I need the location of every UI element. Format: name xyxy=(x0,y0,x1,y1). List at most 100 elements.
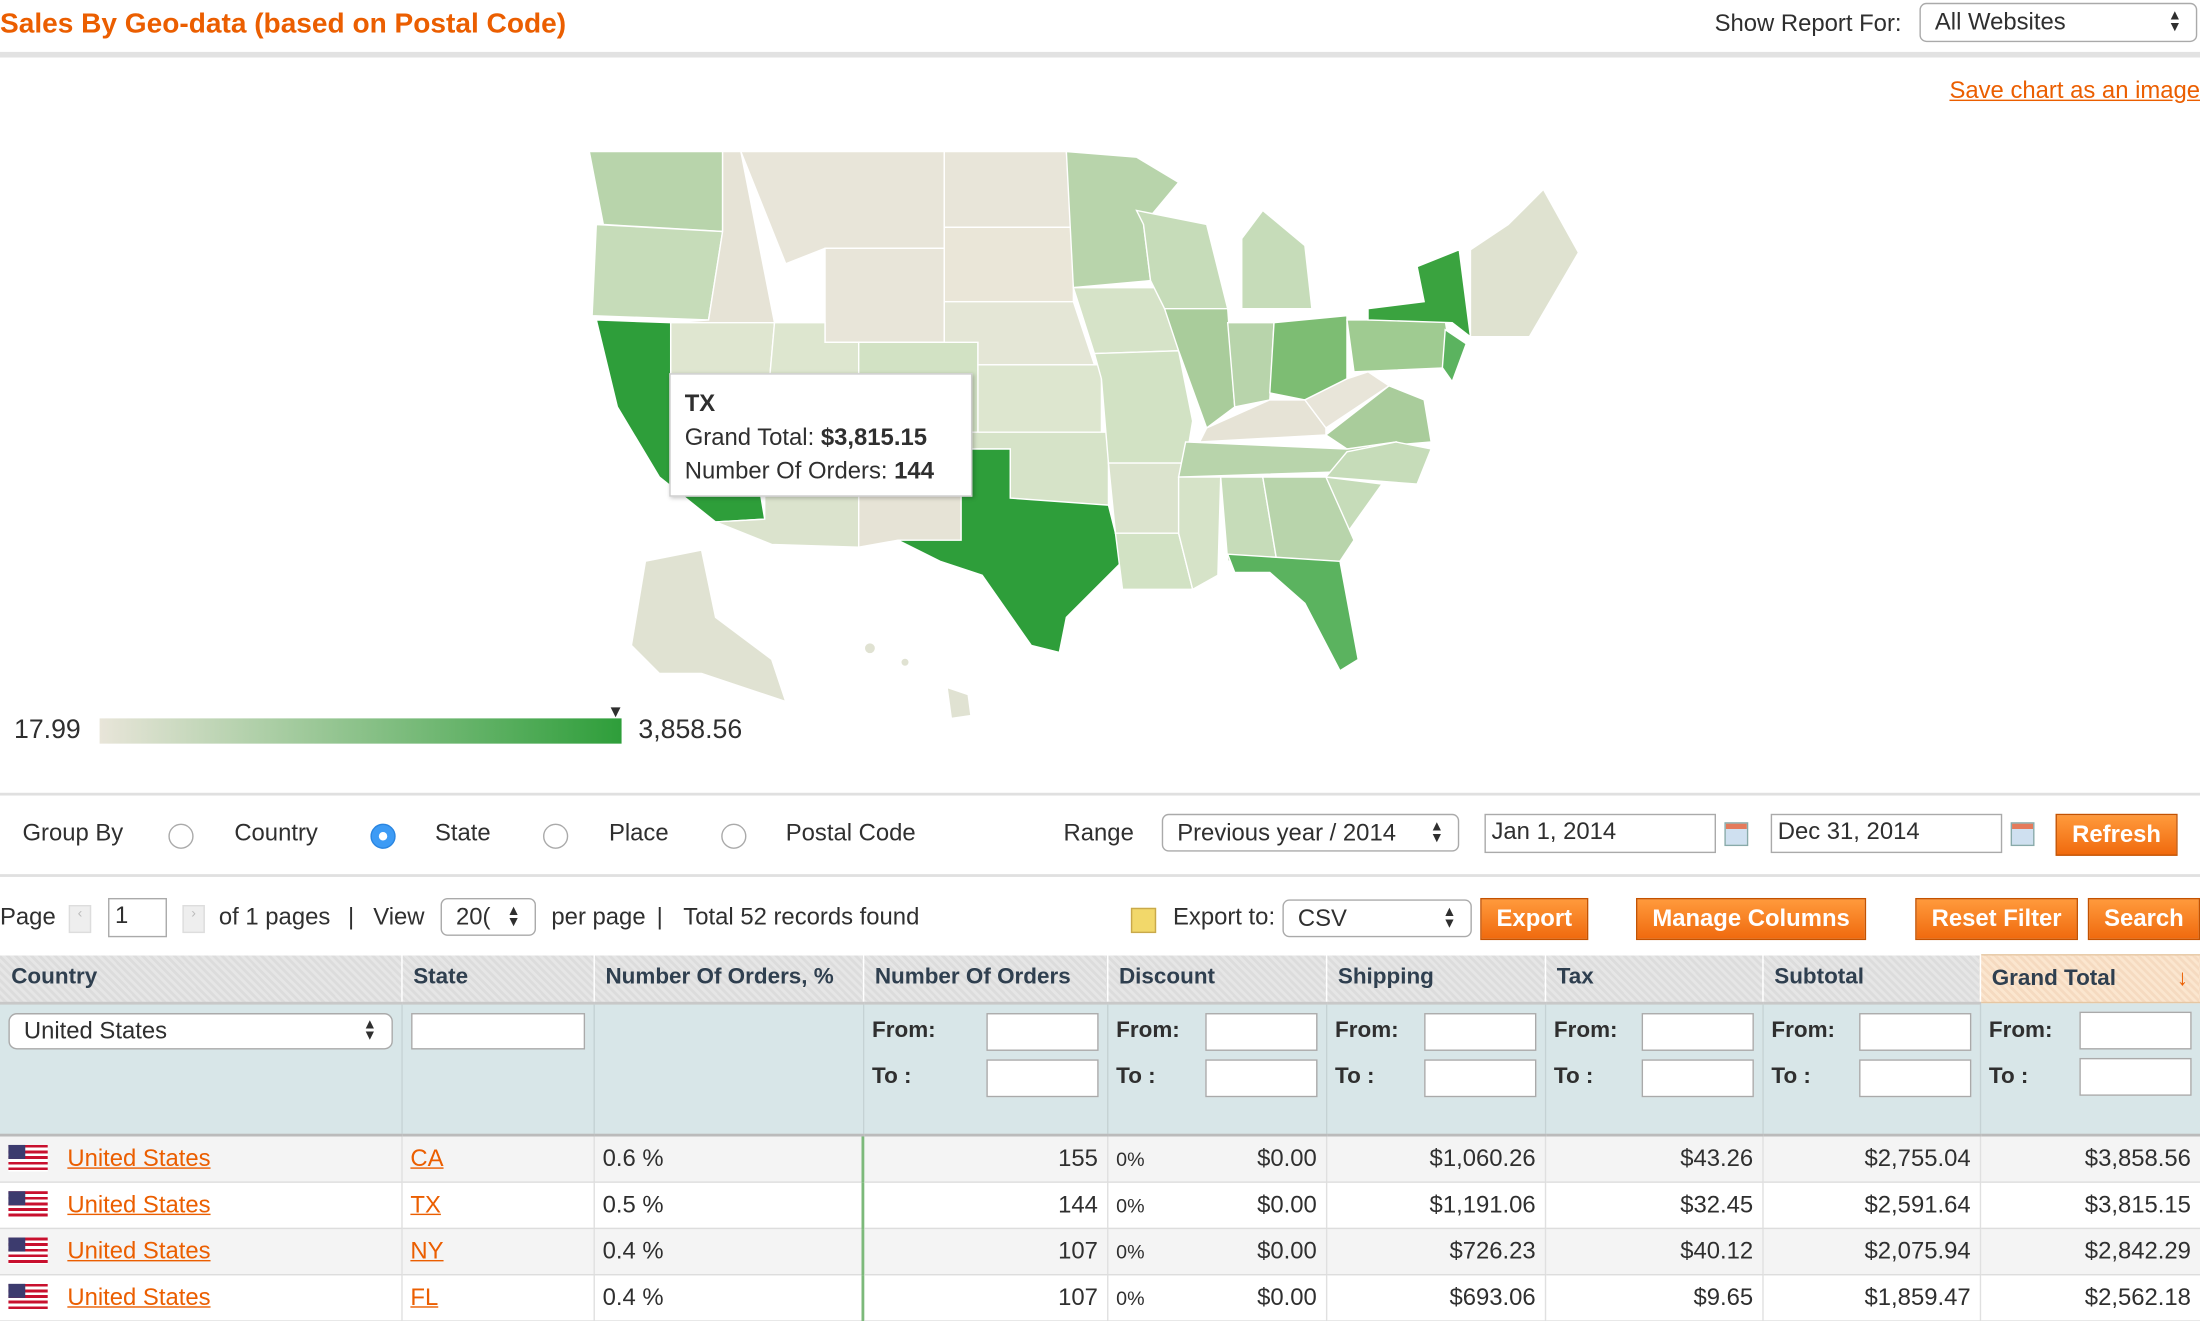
radio-state[interactable] xyxy=(370,823,396,849)
radio-postal-code[interactable] xyxy=(721,823,747,849)
column-header[interactable]: State xyxy=(401,954,595,1004)
tooltip-orders-label: Number Of Orders: xyxy=(684,457,888,485)
to-input[interactable] xyxy=(2078,1057,2191,1096)
country-cell: United States xyxy=(0,1181,402,1229)
select-arrows-icon: ▲ ▼ xyxy=(506,902,521,930)
column-header[interactable]: Discount xyxy=(1107,954,1327,1004)
from-label: From: xyxy=(1771,1018,1836,1043)
range-select[interactable]: Previous year / 2014 ▲ ▼ xyxy=(1161,813,1460,852)
refresh-button[interactable]: Refresh xyxy=(2055,813,2178,856)
map-tooltip: TX Grand Total: $3,815.15 Number Of Orde… xyxy=(669,373,973,497)
from-input[interactable] xyxy=(1858,1012,1971,1051)
from-input[interactable] xyxy=(1640,1012,1754,1051)
orders-cell: 107 xyxy=(862,1274,1108,1321)
to-input[interactable] xyxy=(1204,1058,1317,1097)
column-header[interactable]: Shipping xyxy=(1325,954,1546,1004)
per-page-label: per page xyxy=(551,903,646,931)
from-input[interactable] xyxy=(2078,1011,2191,1050)
website-select[interactable]: All Websites ▲ ▼ xyxy=(1919,2,2198,43)
separator: | xyxy=(656,903,663,931)
discount-amount: $0.00 xyxy=(1257,1236,1317,1264)
grand-total-cell: $2,842.29 xyxy=(1979,1227,2200,1275)
calendar-icon[interactable] xyxy=(1724,822,1749,847)
us-flag-icon xyxy=(8,1236,48,1264)
discount-pct: 0% xyxy=(1116,1239,1145,1263)
state-pa xyxy=(1346,319,1454,373)
prev-page-button[interactable]: ‹ xyxy=(68,904,92,934)
show-report-label: Show Report For: xyxy=(1714,9,1902,37)
state-link[interactable]: NY xyxy=(410,1236,444,1264)
column-header[interactable]: Number Of Orders xyxy=(862,954,1108,1004)
total-records: Total 52 records found xyxy=(683,903,920,931)
radio-state-label[interactable]: State xyxy=(434,819,491,847)
country-link[interactable]: United States xyxy=(67,1144,211,1171)
range-from-input[interactable]: Jan 1, 2014 xyxy=(1484,813,1716,854)
state-ar xyxy=(1107,462,1187,534)
legend-max: 3,858.56 xyxy=(638,715,743,746)
subtotal-cell: $2,591.64 xyxy=(1762,1181,1981,1229)
export-button[interactable]: Export xyxy=(1480,897,1589,941)
column-header[interactable]: Tax xyxy=(1544,954,1763,1004)
radio-place-label[interactable]: Place xyxy=(608,819,669,847)
save-chart-link[interactable]: Save chart as an image xyxy=(1949,77,2200,104)
tooltip-state: TX xyxy=(684,390,716,417)
range-to-input[interactable]: Dec 31, 2014 xyxy=(1770,813,2003,854)
state-nc xyxy=(1324,441,1433,485)
to-label: To : xyxy=(1116,1064,1156,1089)
column-header[interactable]: Subtotal xyxy=(1762,954,1981,1004)
state-hi-big xyxy=(946,686,972,720)
column-header[interactable]: Number Of Orders, % xyxy=(593,954,864,1004)
select-arrows-icon: ▲ ▼ xyxy=(362,1016,377,1044)
discount-cell: 0% $0.00 xyxy=(1107,1274,1327,1321)
country-link[interactable]: United States xyxy=(67,1190,211,1218)
to-input[interactable] xyxy=(1858,1058,1971,1097)
state-ga xyxy=(1261,476,1355,562)
header-divider xyxy=(0,51,2200,58)
country-filter-cell: United States ▲ ▼ xyxy=(0,1002,402,1136)
to-input[interactable] xyxy=(1640,1058,1754,1097)
range-filter-cell: From: To : xyxy=(1107,1002,1327,1136)
export-format-select[interactable]: CSV ▲ ▼ xyxy=(1282,899,1472,938)
from-label: From: xyxy=(872,1018,936,1043)
table-row: United States TX 0.5 % 144 0% $0.00 $1,19… xyxy=(0,1181,2200,1229)
state-link[interactable]: TX xyxy=(410,1190,441,1218)
grand-total-cell: $3,858.56 xyxy=(1979,1134,2200,1183)
from-input[interactable] xyxy=(1204,1012,1317,1051)
range-filter-cell: From: To : xyxy=(862,1002,1108,1136)
calendar-icon[interactable] xyxy=(2010,822,2035,847)
search-button[interactable]: Search xyxy=(2087,897,2200,941)
from-input[interactable] xyxy=(985,1012,1098,1051)
radio-country[interactable] xyxy=(168,823,194,849)
per-page-select[interactable]: 20(▲ ▼ xyxy=(440,897,536,936)
range-filter-cell: From: To : xyxy=(1544,1002,1763,1136)
state-filter-input[interactable] xyxy=(410,1012,585,1049)
column-header[interactable]: Grand Total ↓ xyxy=(1979,954,2200,1004)
country-link[interactable]: United States xyxy=(67,1236,211,1264)
column-header[interactable]: Country xyxy=(0,954,402,1004)
reset-filter-button[interactable]: Reset Filter xyxy=(1915,897,2078,941)
shipping-cell: $693.06 xyxy=(1325,1274,1546,1321)
state-il xyxy=(1163,307,1236,430)
from-input[interactable] xyxy=(1423,1012,1536,1051)
state-link[interactable]: FL xyxy=(410,1283,439,1310)
manage-columns-button[interactable]: Manage Columns xyxy=(1636,897,1867,941)
export-label: Export to: xyxy=(1172,903,1276,931)
next-page-button[interactable]: › xyxy=(182,904,205,934)
to-input[interactable] xyxy=(985,1058,1098,1097)
page-input[interactable]: 1 xyxy=(108,897,167,938)
to-label: To : xyxy=(1771,1064,1811,1089)
us-flag-icon xyxy=(8,1190,48,1218)
to-label: To : xyxy=(1988,1064,2029,1089)
country-link[interactable]: United States xyxy=(67,1283,211,1310)
to-input[interactable] xyxy=(1423,1058,1536,1097)
radio-country-label[interactable]: Country xyxy=(234,819,318,847)
state-link[interactable]: CA xyxy=(410,1144,444,1171)
grand-total-cell: $3,815.15 xyxy=(1979,1181,2200,1229)
us-map[interactable] xyxy=(0,0,2200,786)
to-label: To : xyxy=(1335,1064,1375,1089)
from-label: From: xyxy=(1116,1018,1180,1043)
country-filter-select[interactable]: United States ▲ ▼ xyxy=(8,1012,393,1049)
radio-place[interactable] xyxy=(542,823,569,849)
table-row: United States FL 0.4 % 107 0% $0.00 $693.… xyxy=(0,1274,2200,1321)
radio-postal-code-label[interactable]: Postal Code xyxy=(785,819,916,847)
